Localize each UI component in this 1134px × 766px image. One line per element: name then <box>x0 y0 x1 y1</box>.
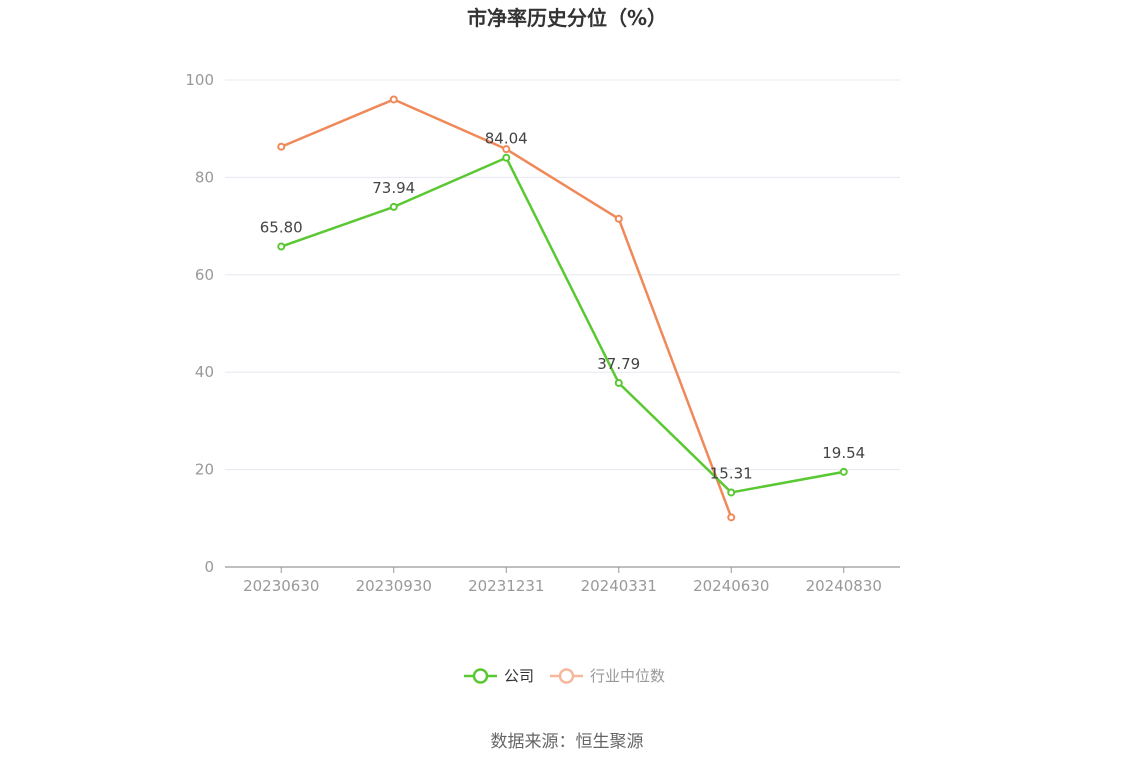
data-label: 73.94 <box>372 179 415 197</box>
data-label: 19.54 <box>822 444 865 462</box>
legend-label: 公司 <box>504 667 534 685</box>
series-1 <box>277 95 736 522</box>
data-label: 15.31 <box>710 464 753 482</box>
data-label: 37.79 <box>597 355 640 373</box>
legend-marker <box>472 668 489 684</box>
y-tick-label: 40 <box>195 363 214 381</box>
data-point <box>502 145 511 154</box>
data-point <box>614 378 623 387</box>
y-axis: 0 20 40 60 80 100 <box>185 71 214 576</box>
series-line <box>280 98 733 518</box>
x-tick-label: 20230630 <box>243 577 319 595</box>
legend-item-0[interactable]: 公司 <box>464 667 534 685</box>
legend-item-1[interactable]: 行业中位数 <box>550 667 665 685</box>
series-layer: 65.80 73.94 84.04 37.79 15.31 19.54 <box>260 95 865 522</box>
x-tick-label: 20240830 <box>806 577 882 595</box>
x-tick-label: 20240331 <box>581 577 657 595</box>
data-point <box>277 142 286 151</box>
x-tick-label: 20230930 <box>356 577 432 595</box>
data-label: 65.80 <box>260 219 303 237</box>
y-tick-label: 100 <box>185 71 214 89</box>
chart-title: 市净率历史分位（%） <box>467 6 667 30</box>
data-point <box>502 153 511 162</box>
y-tick-label: 60 <box>195 266 214 284</box>
source-note: 数据来源：恒生聚源 <box>491 732 644 752</box>
legend[interactable]: 公司 行业中位数 <box>464 667 665 685</box>
data-point <box>277 242 286 251</box>
legend-label: 行业中位数 <box>590 667 665 685</box>
x-tick-label: 20231231 <box>468 577 544 595</box>
y-tick-label: 80 <box>195 168 214 186</box>
y-tick-label: 20 <box>195 461 214 479</box>
series-line <box>280 156 844 494</box>
data-point <box>727 488 736 497</box>
data-point <box>389 95 398 104</box>
data-point <box>389 202 398 211</box>
x-tick-label: 20240630 <box>693 577 769 595</box>
series-0: 65.80 73.94 84.04 37.79 15.31 19.54 <box>260 130 865 497</box>
legend-marker <box>558 668 575 684</box>
data-point <box>727 513 736 522</box>
data-label: 84.04 <box>485 130 528 148</box>
data-point <box>614 214 623 223</box>
x-axis: 20230630 20230930 20231231 20240331 20240630… <box>225 566 900 595</box>
grid <box>225 79 900 471</box>
data-point <box>839 467 848 476</box>
y-tick-label: 0 <box>204 558 214 576</box>
